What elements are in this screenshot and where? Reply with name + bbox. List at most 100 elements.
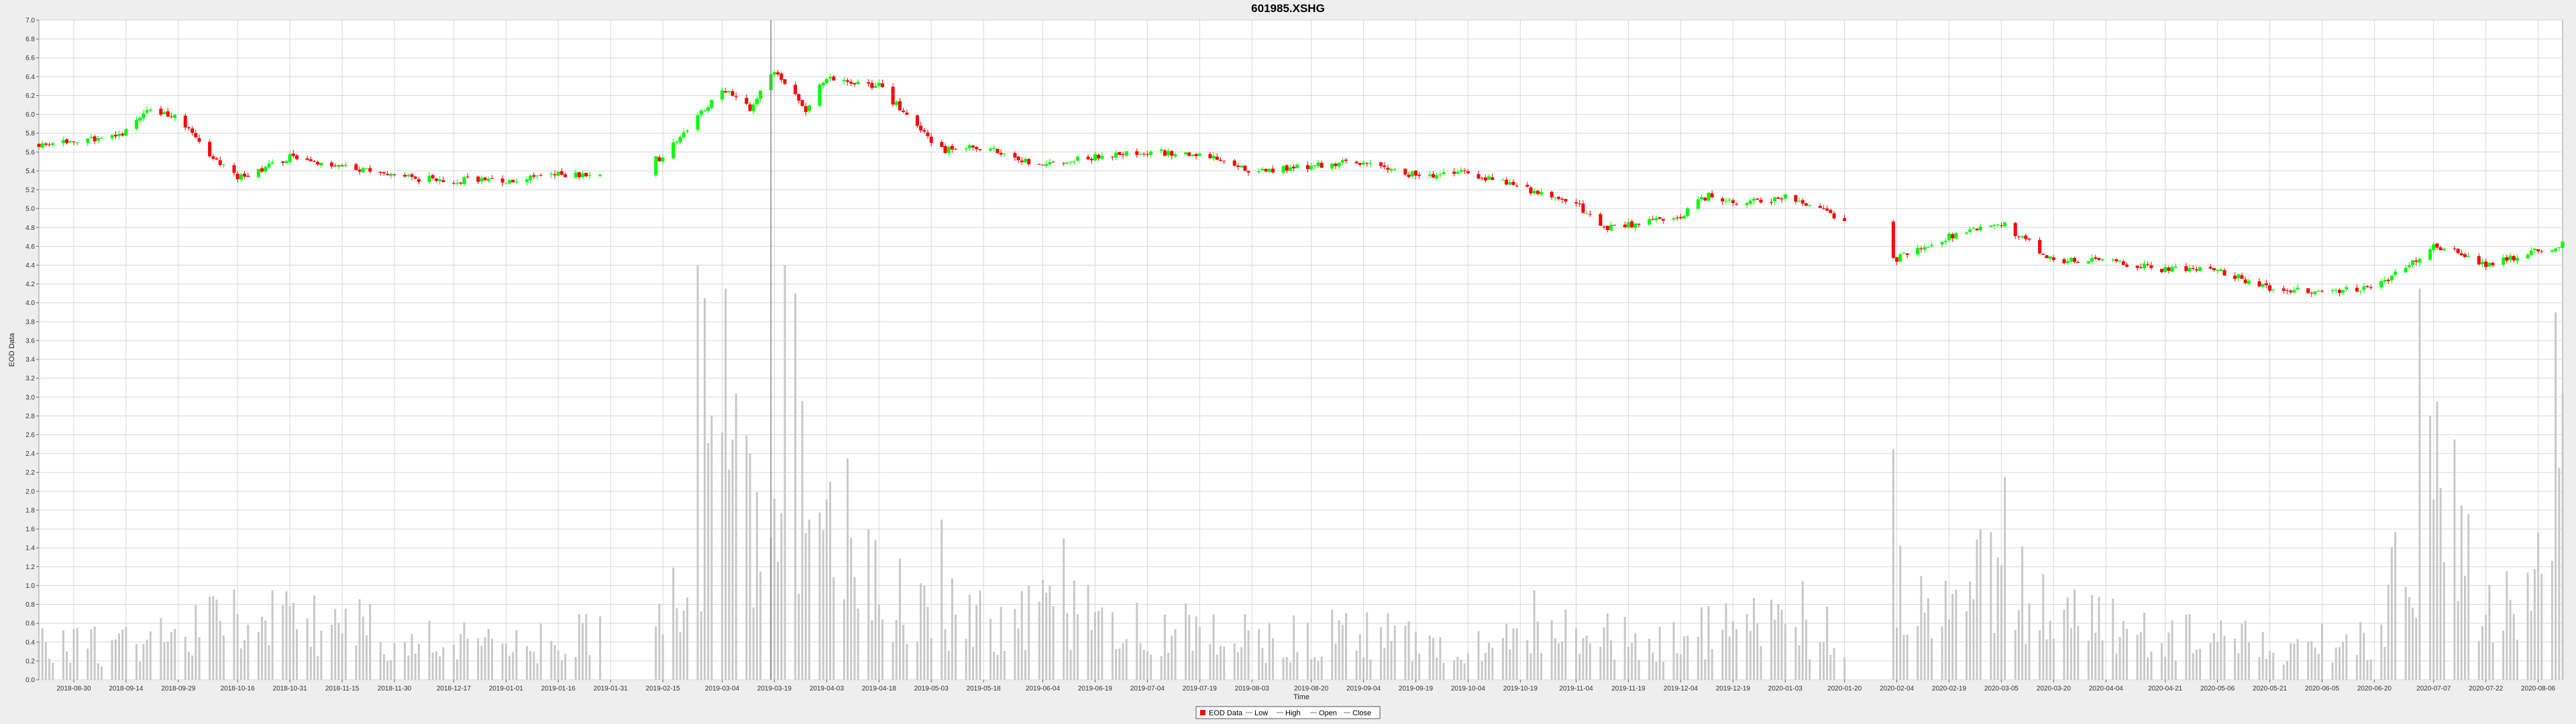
volume-bar [512, 652, 515, 680]
candle-body [1417, 174, 1421, 176]
candle-body [1989, 225, 1993, 227]
candle-body [2435, 243, 2439, 248]
volume-bar [1843, 657, 1846, 680]
candle-body [529, 175, 533, 180]
volume-bar [341, 633, 343, 680]
volume-bar [2261, 631, 2264, 680]
x-tick-label: 2020-05-06 [2200, 685, 2235, 692]
x-tick-label: 2019-11-19 [1611, 685, 1646, 692]
y-tick-label: 4.4 [25, 262, 35, 269]
volume-bar [114, 639, 117, 680]
volume-bar [2045, 639, 2048, 680]
y-tick-label: 3.6 [25, 337, 35, 345]
volume-bar [215, 599, 218, 680]
x-tick-label: 2019-05-18 [967, 685, 1002, 692]
candle-body [2257, 281, 2261, 287]
candle-body [1557, 196, 1561, 199]
volume-bar [2439, 488, 2442, 680]
volume-bar [1380, 627, 1383, 680]
volume-bar [504, 643, 507, 680]
candle-body [2453, 248, 2457, 249]
volume-bar [847, 458, 849, 680]
volume-bar [1976, 539, 1978, 680]
volume-bar [76, 627, 78, 680]
x-tick-label: 2019-02-15 [646, 685, 681, 692]
candle-body [902, 111, 906, 112]
candle-body [410, 174, 414, 177]
volume-bar [1819, 642, 1821, 680]
volume-bar [411, 634, 413, 680]
volume-bar [41, 628, 44, 680]
volume-bar [369, 604, 372, 680]
x-tick-label: 2020-01-03 [1768, 685, 1803, 692]
candle-body [1564, 199, 1568, 202]
candle-body [2561, 241, 2565, 248]
volume-bar [2167, 632, 2170, 680]
candle-body [211, 156, 215, 159]
volume-bar [1244, 614, 1246, 680]
y-tick-label: 5.0 [25, 206, 35, 213]
candle-body [504, 183, 508, 184]
candle-body [264, 166, 268, 172]
volume-bar [1927, 598, 1929, 680]
volume-bar [2516, 640, 2518, 680]
candle-body [696, 115, 700, 130]
candle-body [197, 138, 201, 142]
candle-body [1954, 233, 1958, 239]
volume-bar [1236, 652, 1239, 680]
candle-body [361, 168, 365, 172]
volume-bar [1770, 599, 1772, 680]
volume-bar [219, 621, 221, 680]
volume-bar [1505, 623, 1508, 680]
volume-bar [1931, 638, 1933, 680]
volume-bar [1049, 585, 1051, 680]
volume-bar [1097, 611, 1100, 680]
candle-body [1170, 151, 1174, 156]
candle-body [1898, 254, 1902, 262]
candle-body [1295, 164, 1299, 168]
candle-body [2170, 267, 2174, 272]
volume-bar [2290, 643, 2292, 680]
candle-body [1483, 177, 1487, 181]
volume-bar [1558, 643, 1560, 680]
volume-bar [1686, 636, 1689, 680]
volume-bar [52, 662, 54, 680]
candle-body [2208, 266, 2212, 269]
volume-bar [1436, 658, 1438, 680]
volume-bar [1969, 581, 1972, 680]
candle-body [1100, 156, 1104, 159]
candle-body [678, 137, 682, 143]
candle-body [1696, 199, 1700, 209]
candle-body [2282, 288, 2286, 291]
candle-body [856, 82, 860, 84]
x-tick-label: 2019-05-03 [914, 685, 949, 692]
volume-bar [1829, 654, 1832, 680]
volume-bar [334, 609, 337, 680]
candle-body [2194, 269, 2198, 271]
candle-body [1529, 187, 1533, 194]
candle-body [142, 113, 146, 119]
volume-bar [1550, 620, 1553, 680]
volume-bar [798, 593, 800, 680]
volume-bar [749, 453, 751, 680]
candle-body [2149, 265, 2153, 268]
volume-bar [1536, 621, 1539, 680]
candle-body [2041, 253, 2045, 255]
x-tick-label: 2020-03-20 [2037, 685, 2072, 692]
candle-body [751, 104, 755, 111]
volume-bar [916, 641, 918, 680]
volume-bar [1456, 656, 1459, 680]
volume-bar [1711, 649, 1713, 680]
candle-body [1804, 203, 1808, 206]
volume-bar [2265, 658, 2267, 680]
candle-body [1801, 200, 1805, 204]
volume-bar [1041, 579, 1044, 680]
candle-body [1916, 247, 1920, 255]
candle-body [138, 117, 142, 121]
volume-bar [1923, 612, 1926, 680]
volume-bar [1293, 615, 1295, 680]
volume-bar [808, 520, 810, 680]
candle-body [1731, 200, 1735, 203]
y-tick-label: 6.0 [25, 111, 35, 119]
y-tick-label: 2.0 [25, 488, 35, 495]
